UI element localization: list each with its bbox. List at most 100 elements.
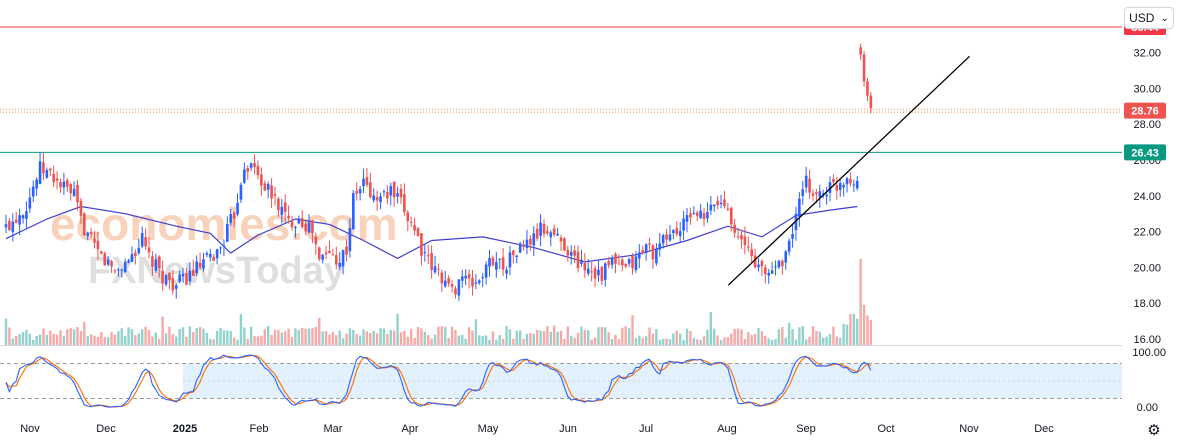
volume-bar [719,339,723,345]
volume-bar [375,333,379,345]
volume-bar [328,334,331,345]
candle-body [147,247,151,253]
volume-bar [59,330,62,345]
candle-body [191,269,195,276]
candle-body [246,167,250,172]
candle-body [695,212,699,216]
volume-bar [685,328,689,345]
candle-body [508,252,512,268]
candle-body [25,211,28,219]
volume-bar [675,331,678,345]
volume-bar [270,334,273,345]
candle-body [559,237,563,242]
volume-bar [413,337,416,345]
volume-bar [243,327,246,345]
currency-selector[interactable]: USD ⌄ [1124,7,1174,29]
candle-body [723,199,726,206]
candle-body [518,243,522,253]
candle-body [729,207,733,225]
volume-bar [505,326,508,345]
candle-body [818,191,822,198]
volume-bar [21,332,25,345]
volume-bar [706,329,709,345]
candle-body [31,186,35,197]
candle-body [157,256,161,269]
volume-bar [512,338,515,345]
candle-body [631,256,634,269]
candle-body [239,184,243,200]
volume-bar [178,329,181,345]
candle-body [678,231,682,237]
volume-bar [386,333,389,345]
volume-bar [362,329,365,345]
candle-body [300,218,304,228]
candle-body [185,272,188,285]
candle-body [45,170,49,178]
volume-bar [423,331,427,345]
candle-body [222,245,226,247]
volume-bar [624,326,627,345]
volume-bar [760,331,764,345]
candle-body [171,278,175,291]
candle-body [838,183,842,190]
candle-body [454,288,457,295]
volume-bar [331,332,335,345]
volume-bar [141,329,144,345]
candle-body [396,193,399,197]
candle-body [168,272,171,280]
candle-body [450,284,454,287]
volume-bar [321,331,324,345]
candle-body [205,253,209,255]
volume-bar [798,327,801,345]
volume-bar [859,259,862,345]
candle-body [328,250,331,254]
candle-body [549,232,553,238]
volume-bar [365,331,369,345]
candle-body [76,184,79,203]
candle-body [130,253,134,262]
volume-bar [753,333,757,345]
candle-body [355,190,359,194]
volume-bar [787,322,791,345]
volume-bar [529,332,532,345]
candle-body [644,244,648,253]
volume-bar [822,337,825,345]
candle-body [586,268,590,274]
volume-bar [546,326,549,345]
candle-body [140,233,144,247]
volume-bar [501,338,505,345]
candle-body [195,261,198,274]
volume-bar [644,336,648,345]
candle-body [556,233,559,236]
volume-bar [648,327,651,345]
volume-bar [713,328,716,345]
volume-bar [219,328,222,345]
volume-bar [835,336,839,345]
candle-body [685,215,689,222]
candle-body [317,247,321,260]
candle-body [11,221,15,232]
volume-bar [767,338,770,345]
candle-body [249,163,253,168]
volume-bar [198,326,202,345]
volume-bar [382,328,386,345]
candle-body [277,198,280,211]
volume-bar [379,328,382,345]
x-tick-label: Aug [717,423,737,435]
candle-body [178,274,181,282]
y-tick-label: 18.00 [1133,298,1161,310]
volume-bar [825,336,828,345]
volume-bar [117,331,120,345]
candle-body [638,252,641,259]
volume-bar [151,336,154,345]
gear-icon[interactable]: ⚙ [1147,422,1161,439]
candle-body [607,261,610,266]
candle-body [72,188,76,197]
candle-body [243,169,246,183]
candle-body [746,246,750,248]
volume-bar [658,339,661,345]
candle-body [535,228,539,239]
volume-bar [89,334,93,345]
